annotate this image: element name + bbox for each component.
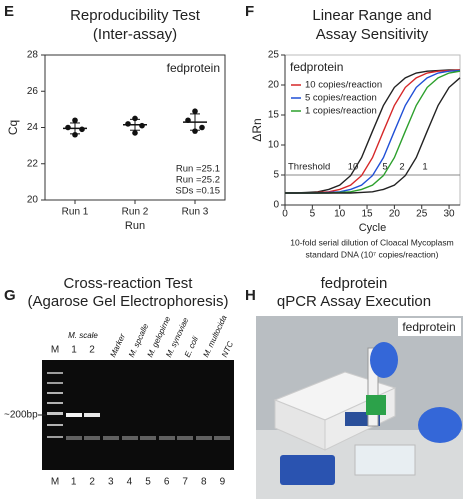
gel-title: Cross-reaction Test <box>64 275 194 292</box>
lane-label: 1 <box>71 345 77 356</box>
band <box>84 413 100 417</box>
lane-label: M <box>51 477 59 488</box>
lane-label: M <box>51 345 59 356</box>
point <box>192 108 198 114</box>
annotation: Run =25.2 <box>176 175 220 186</box>
y-tick-label: 0 <box>273 200 279 211</box>
lane-label: 5 <box>145 477 151 488</box>
point <box>139 122 145 129</box>
point <box>65 124 71 131</box>
brand-label: fedprotein <box>290 60 343 74</box>
caption: standard DNA (10⁷ copies/reaction) <box>305 249 438 259</box>
gel-sample-label: NTC <box>220 340 235 359</box>
y-tick-label: 5 <box>273 170 279 181</box>
x-tick-label: 25 <box>416 209 428 220</box>
photo-tag: fedprotein <box>402 320 455 334</box>
chart-title: Reproducibility Test <box>70 7 201 24</box>
y-tick-label: 10 <box>268 140 280 151</box>
x-tick-label: Run 2 <box>122 207 149 218</box>
point <box>132 130 138 136</box>
lane-label: 3 <box>108 477 114 488</box>
chart-title: Linear Range and <box>312 7 431 24</box>
x-axis-label: Run <box>125 220 145 232</box>
curve <box>285 77 461 194</box>
x-tick-label: 10 <box>334 209 346 220</box>
point <box>79 126 85 133</box>
lane-label: 2 <box>89 477 95 488</box>
lane-label: 1 <box>71 477 77 488</box>
photo-title: qPCR Assay Execution <box>277 293 431 310</box>
x-tick-label: Run 1 <box>62 207 89 218</box>
caption: 10-fold serial dilution of Cloacal Mycop… <box>290 237 453 247</box>
glove <box>418 407 462 443</box>
annotation: SDs =0.15 <box>175 186 220 197</box>
annotation: 10 <box>348 162 359 173</box>
panel-label: G <box>4 287 16 304</box>
x-tick-label: 30 <box>444 209 456 220</box>
lane-label: 4 <box>127 477 133 488</box>
gel-panel: Cross-reaction Test (Agarose Gel Electro… <box>4 275 234 470</box>
point <box>125 121 131 127</box>
annotation: Run =25.1 <box>176 164 220 175</box>
lane-label: 2 <box>89 345 95 356</box>
annotation: 1 <box>422 162 427 173</box>
y-tick-label: 20 <box>268 80 280 91</box>
lane-label: 7 <box>182 477 188 488</box>
y-tick-label: 24 <box>27 122 39 133</box>
y-tick-label: 22 <box>27 158 39 169</box>
y-tick-label: 28 <box>27 50 39 61</box>
legend-label: 5 copies/reaction <box>305 93 377 104</box>
legend-label: 1 copies/reaction <box>305 106 377 117</box>
gel-sample-label: E. coli <box>183 335 200 359</box>
y-tick-label: 15 <box>268 110 280 121</box>
y-tick-label: 25 <box>268 50 280 61</box>
panel-label: H <box>245 287 256 304</box>
point <box>72 117 78 124</box>
x-tick-label: 20 <box>389 209 401 220</box>
photo-tag-box <box>398 318 461 336</box>
annotation: fedprotein <box>167 61 220 75</box>
gel-sample-label: Marker <box>108 332 127 359</box>
ladder <box>47 372 63 438</box>
annotation: 2 <box>399 162 404 173</box>
tube-rack <box>280 455 335 485</box>
point <box>199 124 205 131</box>
lane-label: 6 <box>164 477 170 488</box>
gel-group-label: M. scale <box>68 331 98 340</box>
panel-label: E <box>4 3 14 20</box>
lane-label: 9 <box>220 477 226 488</box>
glove <box>370 342 398 378</box>
y-tick-label: 26 <box>27 86 39 97</box>
photo-panel: fedprotein qPCR Assay Execution fedprote… <box>256 275 463 499</box>
panel-label: F <box>245 3 254 20</box>
y-axis-label: ΔRn <box>250 118 264 141</box>
chart-title: Assay Sensitivity <box>316 26 429 43</box>
x-tick-label: 0 <box>282 209 288 220</box>
x-tick-label: Run 3 <box>182 207 209 218</box>
pipette-tips <box>366 395 386 415</box>
band <box>66 413 82 417</box>
x-axis-label: Cycle <box>359 222 387 234</box>
x-tick-label: 15 <box>361 209 373 220</box>
annotation: 5 <box>382 162 387 173</box>
y-axis-label: Cq <box>6 120 20 135</box>
legend-label: 10 copies/reaction <box>305 80 382 91</box>
photo-title: fedprotein <box>321 275 388 292</box>
primer-dimer <box>66 436 230 440</box>
plate <box>354 444 416 476</box>
threshold-label: Threshold <box>288 162 330 173</box>
lane-label: 8 <box>201 477 207 488</box>
y-tick-label: 20 <box>27 195 39 206</box>
pipette <box>367 347 379 427</box>
chart-title: (Inter-assay) <box>93 26 177 43</box>
x-tick-label: 5 <box>310 209 316 220</box>
gel-title: (Agarose Gel Electrophoresis) <box>28 293 229 310</box>
size-label: ~200bp <box>4 410 38 421</box>
